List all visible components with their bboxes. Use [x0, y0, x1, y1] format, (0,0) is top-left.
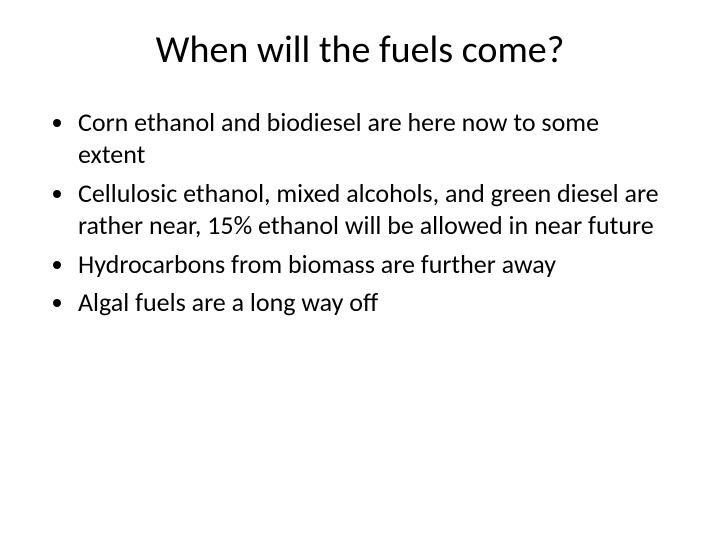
list-item: Cellulosic ethanol, mixed alcohols, and …	[76, 177, 672, 242]
list-item: Hydrocarbons from biomass are further aw…	[76, 248, 672, 281]
slide: When will the fuels come? Corn ethanol a…	[0, 0, 720, 540]
list-item: Corn ethanol and biodiesel are here now …	[76, 106, 672, 171]
bullet-list: Corn ethanol and biodiesel are here now …	[48, 106, 672, 319]
list-item: Algal fuels are a long way off	[76, 286, 672, 319]
slide-title: When will the fuels come?	[48, 28, 672, 74]
